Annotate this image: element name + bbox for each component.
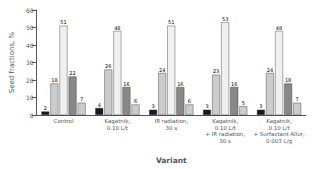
svg-text:48: 48 <box>114 25 120 31</box>
svg-text:0: 0 <box>30 112 34 119</box>
svg-text:IR radiation,: IR radiation, <box>155 118 189 124</box>
svg-text:24: 24 <box>267 67 273 73</box>
svg-text:10: 10 <box>26 94 34 101</box>
svg-text:20: 20 <box>26 77 34 84</box>
svg-text:Variant: Variant <box>156 156 187 165</box>
svg-text:+ Surfactant Allur,: + Surfactant Allur, <box>253 131 304 137</box>
svg-text:Control: Control <box>54 118 74 124</box>
svg-text:18: 18 <box>285 77 291 83</box>
svg-text:3: 3 <box>259 103 262 109</box>
svg-text:26: 26 <box>105 63 111 69</box>
svg-text:0.10 L/t: 0.10 L/t <box>215 125 237 131</box>
svg-text:0.10 L/t: 0.10 L/t <box>107 125 129 131</box>
svg-text:0.003 L/g: 0.003 L/g <box>266 138 292 145</box>
svg-text:7: 7 <box>296 96 299 102</box>
svg-text:50: 50 <box>26 24 34 31</box>
svg-text:5: 5 <box>242 100 245 106</box>
svg-text:48: 48 <box>276 25 282 31</box>
svg-text:0.10 L/t: 0.10 L/t <box>269 125 291 131</box>
svg-text:22: 22 <box>69 70 75 76</box>
svg-text:40: 40 <box>26 42 34 49</box>
svg-text:16: 16 <box>231 81 237 87</box>
svg-text:3: 3 <box>205 103 208 109</box>
svg-text:23: 23 <box>213 68 219 74</box>
svg-text:6: 6 <box>134 98 137 104</box>
svg-text:3: 3 <box>152 103 155 109</box>
svg-text:7: 7 <box>80 96 83 102</box>
svg-text:+ IR radiation,: + IR radiation, <box>205 131 245 137</box>
svg-text:24: 24 <box>159 67 165 73</box>
svg-text:18: 18 <box>51 77 57 83</box>
svg-text:Seed fractions, %: Seed fractions, % <box>8 31 16 93</box>
svg-text:53: 53 <box>222 16 228 22</box>
svg-text:Kagatnik,: Kagatnik, <box>266 118 292 125</box>
svg-text:51: 51 <box>168 19 174 25</box>
svg-text:2: 2 <box>44 105 47 111</box>
svg-text:16: 16 <box>123 81 129 87</box>
svg-text:6: 6 <box>188 98 191 104</box>
svg-text:51: 51 <box>60 19 66 25</box>
svg-text:Kagatnik,: Kagatnik, <box>212 118 239 125</box>
svg-text:60: 60 <box>26 7 34 14</box>
svg-text:4: 4 <box>98 102 101 108</box>
svg-text:30 s: 30 s <box>219 138 231 144</box>
svg-text:16: 16 <box>177 81 183 87</box>
svg-text:30: 30 <box>26 59 34 66</box>
svg-text:30 s: 30 s <box>165 125 177 131</box>
svg-text:Kagatnik,: Kagatnik, <box>104 118 131 125</box>
